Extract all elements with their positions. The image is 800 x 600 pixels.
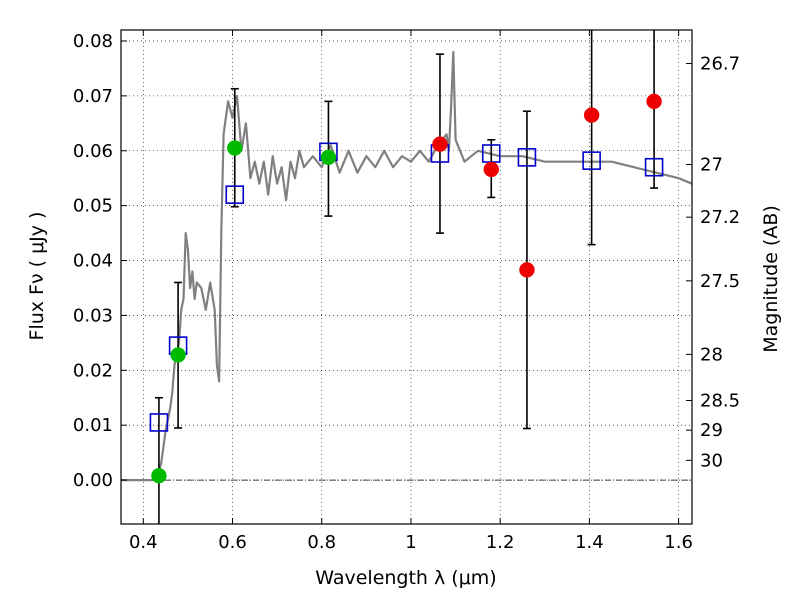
x-tick-label: 1: [405, 532, 416, 553]
red-data-point: [432, 136, 448, 152]
model-photometry-square: [582, 151, 601, 170]
model-photometry-square: [517, 148, 537, 167]
model-photometry-square: [225, 185, 245, 204]
data-points: [151, 93, 662, 484]
green-data-point: [320, 149, 337, 166]
ticks: 0.4 0.6 0.8 1 1.2 1.4 1.6 0.00 0.01 0.02 0.03 0.04 0…: [73, 30, 740, 553]
y-tick-label: 0.05: [73, 196, 113, 217]
x-tick-label: 0.6: [218, 532, 247, 553]
plot-frame: [120, 29, 693, 525]
red-data-point: [519, 262, 535, 278]
y-tick-label: 0.06: [73, 141, 113, 162]
y2-tick-label: 30: [700, 450, 723, 471]
y2-axis-label: Magnitude (AB): [760, 205, 782, 353]
model-photometry-square: [149, 413, 169, 432]
y-tick-label: 0.08: [73, 31, 113, 52]
x-tick-label: 1.4: [575, 532, 604, 553]
y-tick-label: 0.01: [73, 415, 113, 436]
y-tick-label: 0.07: [73, 86, 113, 107]
y2-tick-label: 27.2: [700, 207, 740, 228]
y2-tick-label: 28.5: [700, 391, 740, 412]
green-data-point: [151, 467, 167, 484]
x-axis-label: Wavelength λ (μm): [315, 567, 496, 589]
y2-tick-label: 27.5: [700, 271, 740, 292]
model-spectrum-layer: [121, 50, 693, 482]
x-tick-label: 0.8: [307, 532, 336, 553]
x-tick-label: 1.2: [486, 532, 515, 553]
y2-tick-label: 29: [700, 420, 723, 441]
red-data-point: [483, 161, 500, 178]
red-data-point: [646, 93, 662, 110]
y2-tick-label: 26.7: [700, 53, 740, 74]
y-tick-label: 0.04: [73, 251, 113, 272]
y-axis-label: Flux Fν ( μJy ): [26, 212, 48, 341]
model-photometry-square: [644, 157, 664, 177]
model-spectrum-line: [121, 50, 693, 482]
y2-tick-label: 28: [700, 344, 723, 365]
green-data-point: [170, 347, 186, 363]
x-tick-label: 1.6: [664, 532, 693, 553]
y-tick-label: 0.02: [73, 360, 113, 381]
y-tick-label: 0.00: [73, 470, 113, 491]
red-data-point: [583, 107, 600, 123]
x-tick-label: 0.4: [129, 532, 158, 553]
y-tick-label: 0.03: [73, 305, 113, 326]
y2-tick-label: 27: [700, 154, 723, 175]
green-data-point: [227, 140, 243, 156]
